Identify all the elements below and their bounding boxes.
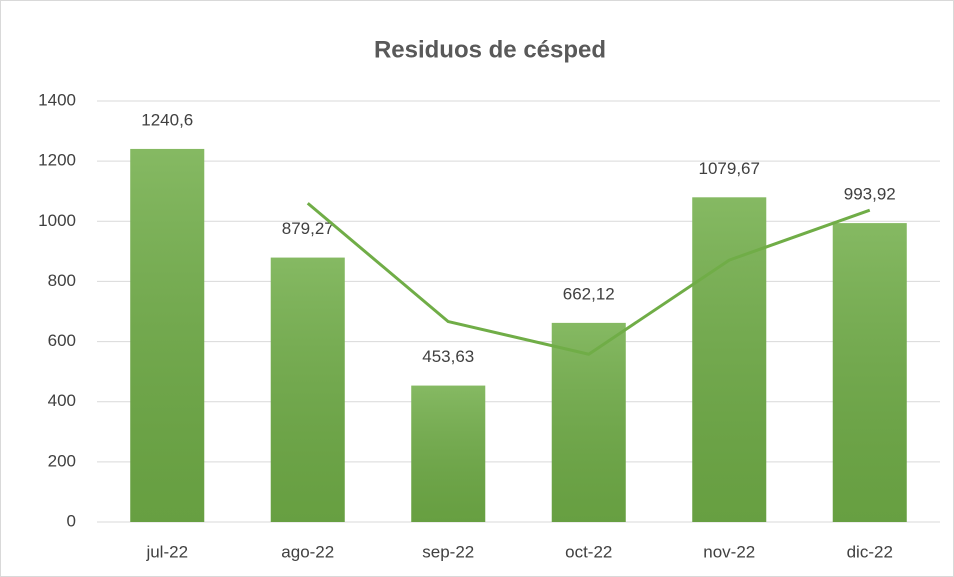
- x-tick-label: oct-22: [565, 542, 612, 561]
- trend-line: [306, 202, 871, 356]
- y-tick-label: 800: [48, 271, 76, 290]
- y-tick-label: 0: [67, 511, 76, 530]
- data-label: 453,63: [422, 347, 474, 366]
- y-tick-label: 400: [48, 391, 76, 410]
- x-tick-label: dic-22: [847, 542, 893, 561]
- bar-shade: [270, 257, 345, 522]
- x-tick-label: nov-22: [703, 542, 755, 561]
- y-tick-label: 1200: [38, 151, 76, 170]
- bar-shade: [832, 223, 907, 522]
- bar-shade: [130, 148, 205, 523]
- y-tick-label: 1400: [38, 90, 76, 109]
- bar-shade: [411, 385, 486, 522]
- x-tick-label: ago-22: [281, 542, 334, 561]
- x-tick-label: jul-22: [145, 542, 188, 561]
- data-label: 879,27: [282, 219, 334, 238]
- data-label: 1240,6: [141, 110, 193, 129]
- bar-shade: [692, 197, 767, 522]
- y-tick-label: 600: [48, 331, 76, 350]
- data-label: 662,12: [563, 284, 615, 303]
- y-tick-label: 1000: [38, 211, 76, 230]
- y-tick-label: 200: [48, 451, 76, 470]
- chart-title: Residuos de césped: [374, 36, 606, 63]
- data-label: 993,92: [844, 185, 896, 204]
- bar-shade: [551, 322, 626, 522]
- data-label: 1079,67: [699, 159, 760, 178]
- x-tick-label: sep-22: [422, 542, 474, 561]
